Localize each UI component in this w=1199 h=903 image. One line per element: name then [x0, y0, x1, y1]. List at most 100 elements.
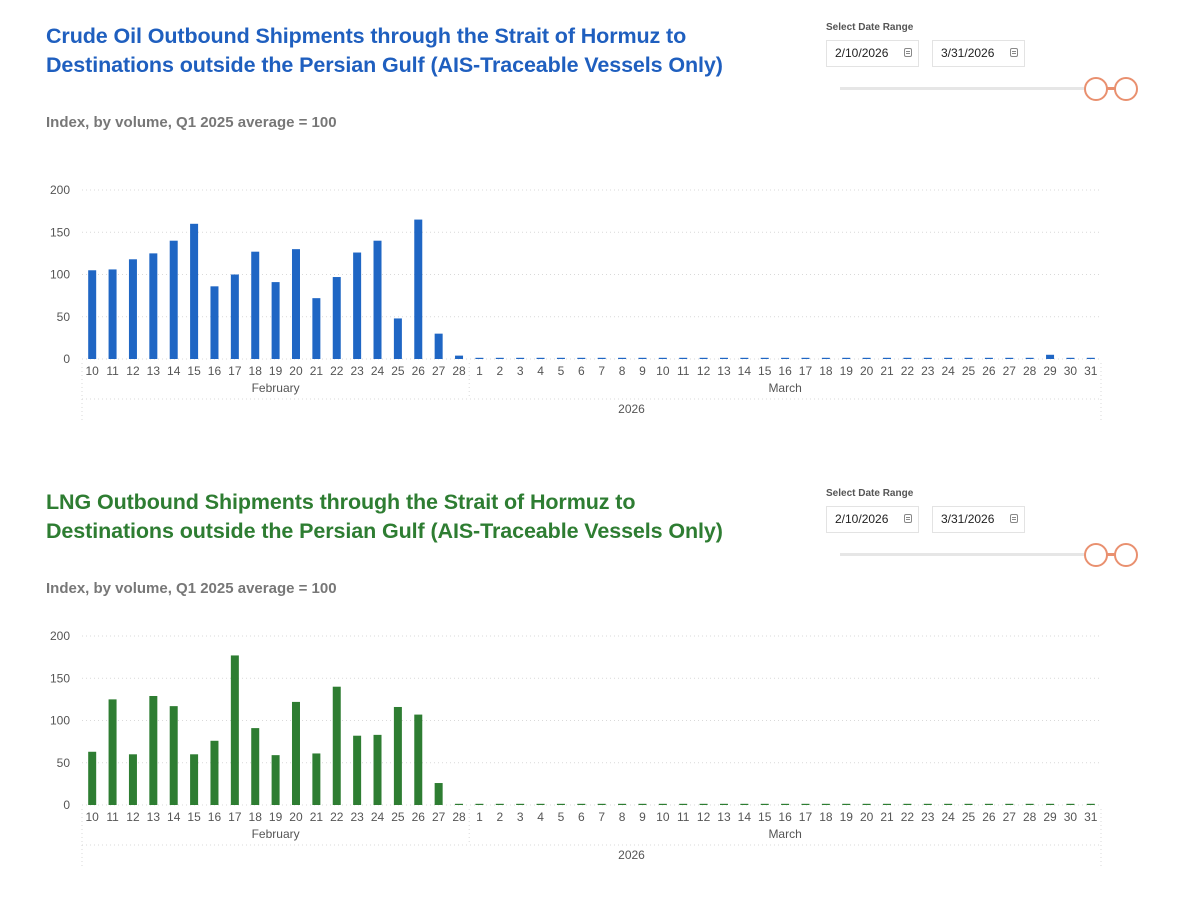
month-label: March	[768, 381, 801, 395]
x-tick-label: 22	[330, 364, 344, 378]
slider-track[interactable]	[840, 553, 1096, 556]
bar	[842, 357, 851, 359]
slider-selected-range	[1106, 87, 1116, 90]
bar	[658, 357, 667, 359]
x-tick-label: 15	[758, 810, 772, 824]
chart-title-line1: LNG Outbound Shipments through the Strai…	[46, 490, 636, 514]
bar	[964, 357, 973, 359]
x-tick-label: 27	[1003, 364, 1017, 378]
x-tick-label: 14	[738, 364, 752, 378]
bar	[1025, 803, 1034, 805]
x-tick-label: 17	[799, 810, 813, 824]
bar	[495, 357, 504, 359]
slider-start-handle[interactable]	[1084, 543, 1108, 567]
x-tick-label: 7	[598, 810, 605, 824]
month-label: February	[252, 381, 300, 395]
start-date-value: 2/10/2026	[835, 46, 889, 60]
start-date-input[interactable]: 2/10/2026	[826, 40, 919, 67]
slider-track[interactable]	[840, 87, 1096, 90]
x-tick-label: 28	[452, 364, 466, 378]
month-label: February	[252, 827, 300, 841]
x-tick-label: 11	[106, 364, 119, 378]
x-tick-label: 6	[578, 810, 585, 824]
x-tick-label: 2	[496, 810, 503, 824]
bar	[1086, 803, 1095, 805]
x-tick-label: 8	[619, 364, 626, 378]
crude-oil-panel: Crude Oil Outbound Shipments through the…	[0, 0, 1199, 450]
bar	[108, 699, 117, 805]
bar	[740, 803, 749, 805]
chart-title: Crude Oil Outbound Shipments through the…	[46, 22, 786, 80]
x-tick-label: 17	[228, 810, 242, 824]
x-tick-label: 18	[819, 810, 833, 824]
bar	[373, 734, 382, 805]
bar	[1066, 803, 1075, 805]
bar	[353, 735, 362, 805]
x-tick-label: 18	[819, 364, 833, 378]
x-tick-label: 11	[677, 364, 690, 378]
bar	[944, 357, 953, 359]
bar	[801, 357, 810, 359]
bar	[475, 357, 484, 359]
x-tick-label: 12	[126, 364, 140, 378]
bar	[190, 223, 199, 359]
bar	[88, 751, 97, 805]
x-tick-label: 23	[350, 810, 364, 824]
x-tick-label: 10	[656, 364, 670, 378]
slider-end-handle[interactable]	[1114, 77, 1138, 101]
x-tick-label: 12	[697, 364, 711, 378]
calendar-icon[interactable]	[1010, 48, 1018, 57]
bar	[1086, 357, 1095, 359]
bar	[434, 333, 443, 359]
x-tick-label: 26	[982, 810, 996, 824]
x-tick-label: 20	[289, 810, 303, 824]
bar	[312, 298, 321, 359]
calendar-icon[interactable]	[1010, 514, 1018, 523]
bar	[1005, 803, 1014, 805]
bar	[984, 803, 993, 805]
x-tick-label: 8	[619, 810, 626, 824]
bar	[760, 357, 769, 359]
end-date-input[interactable]: 3/31/2026	[932, 506, 1025, 533]
month-label: March	[768, 827, 801, 841]
x-tick-label: 15	[187, 364, 201, 378]
bar	[597, 357, 606, 359]
end-date-input[interactable]: 3/31/2026	[932, 40, 1025, 67]
x-tick-label: 14	[738, 810, 752, 824]
x-tick-label: 23	[921, 364, 935, 378]
bar	[332, 277, 341, 359]
x-tick-label: 25	[391, 810, 405, 824]
x-tick-label: 21	[310, 810, 324, 824]
bar	[944, 803, 953, 805]
x-tick-label: 16	[778, 364, 792, 378]
calendar-icon[interactable]	[904, 514, 912, 523]
bar	[760, 803, 769, 805]
x-tick-label: 13	[147, 364, 161, 378]
start-date-input[interactable]: 2/10/2026	[826, 506, 919, 533]
bar	[516, 803, 525, 805]
year-label: 2026	[618, 402, 645, 416]
slider-end-handle[interactable]	[1114, 543, 1138, 567]
bar	[699, 357, 708, 359]
date-range-slicer: Select Date Range 2/10/2026 3/31/2026	[826, 488, 1146, 568]
slider-start-handle[interactable]	[1084, 77, 1108, 101]
x-tick-label: 10	[656, 810, 670, 824]
x-tick-label: 16	[208, 364, 222, 378]
x-tick-label: 17	[799, 364, 813, 378]
bar	[638, 803, 647, 805]
bar	[821, 357, 830, 359]
x-tick-label: 26	[412, 364, 426, 378]
x-tick-label: 20	[860, 364, 874, 378]
x-tick-label: 4	[537, 810, 544, 824]
bar	[271, 755, 280, 805]
x-tick-label: 24	[371, 810, 385, 824]
bar	[108, 269, 117, 359]
x-tick-label: 9	[639, 810, 646, 824]
bar	[862, 357, 871, 359]
bar	[393, 318, 402, 359]
calendar-icon[interactable]	[904, 48, 912, 57]
bar	[679, 803, 688, 805]
bar	[414, 714, 423, 805]
bar	[455, 803, 464, 805]
bar	[719, 357, 728, 359]
